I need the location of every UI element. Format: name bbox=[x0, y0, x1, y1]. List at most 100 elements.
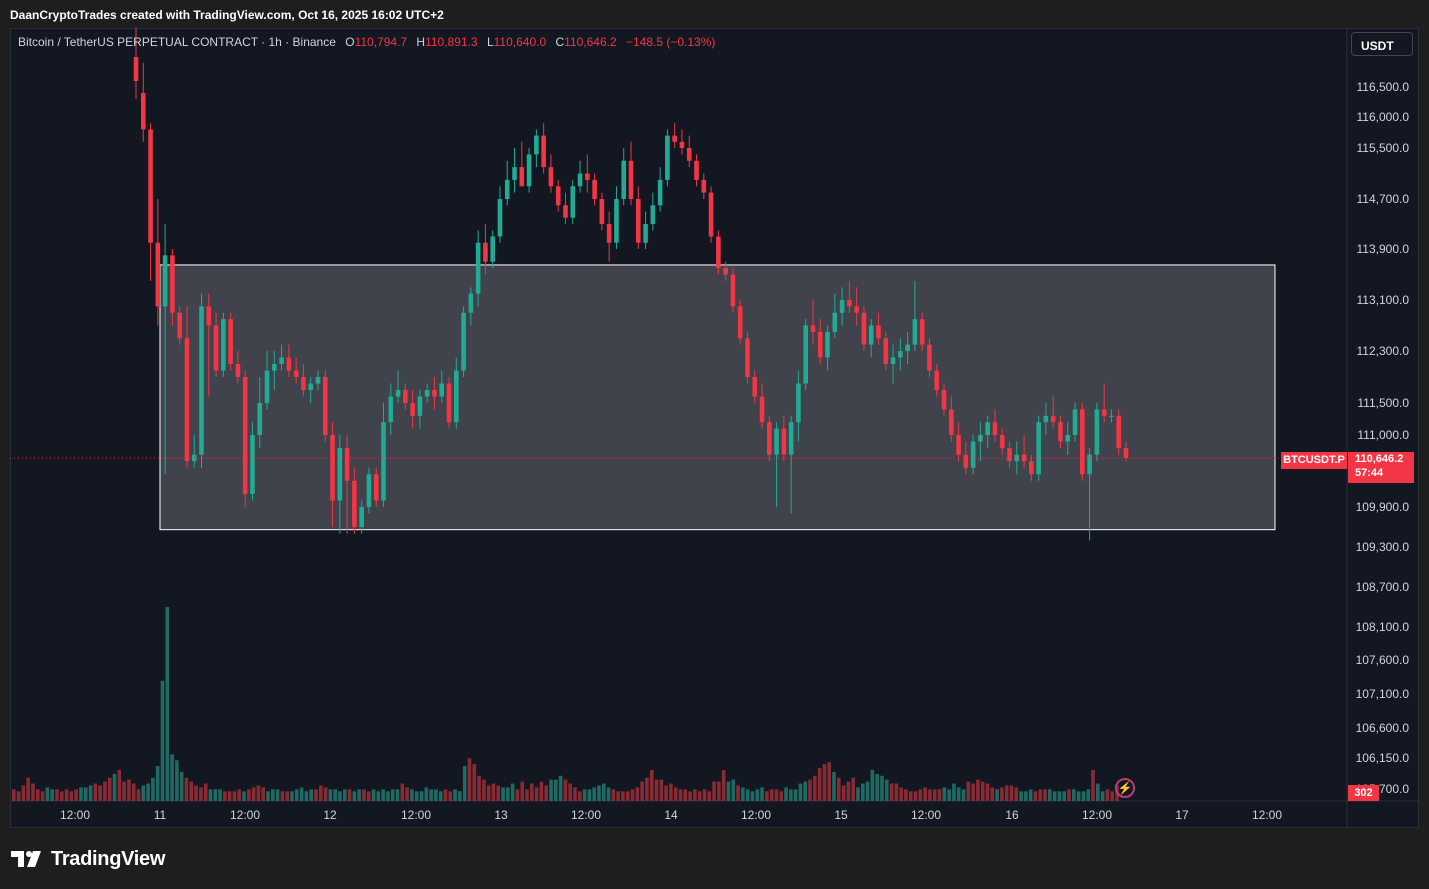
candle-body bbox=[563, 205, 568, 218]
candle-body bbox=[206, 306, 212, 326]
volume-bar bbox=[1014, 787, 1019, 801]
candle-body bbox=[999, 435, 1005, 449]
volume-bar bbox=[127, 779, 131, 801]
candle-body bbox=[1050, 415, 1056, 423]
candle-body bbox=[941, 390, 947, 410]
candle-body bbox=[184, 338, 190, 462]
candle-body bbox=[468, 293, 474, 313]
volume-bar bbox=[990, 787, 995, 801]
candle-body bbox=[635, 199, 641, 243]
volume-bar bbox=[304, 791, 309, 801]
candle-body bbox=[796, 383, 801, 423]
volume-bar bbox=[913, 791, 918, 801]
volume-bar bbox=[568, 783, 572, 801]
volume-bar bbox=[937, 789, 942, 801]
volume-bar bbox=[961, 789, 966, 801]
candle-body bbox=[228, 319, 233, 364]
volume-bar bbox=[1043, 789, 1047, 801]
candle-body bbox=[817, 331, 823, 358]
candle-body bbox=[213, 325, 219, 371]
volume-bar bbox=[856, 787, 860, 801]
volume-bar bbox=[932, 789, 937, 801]
candle-body bbox=[854, 306, 859, 313]
candle-body bbox=[847, 300, 852, 307]
volume-bar bbox=[841, 785, 846, 801]
volume-bar bbox=[678, 789, 683, 801]
volume-bar bbox=[237, 789, 242, 801]
candle-body bbox=[759, 396, 765, 423]
tradingview-logo[interactable]: TradingView bbox=[11, 847, 165, 871]
volume-bar bbox=[472, 764, 477, 801]
volume-bar bbox=[107, 777, 112, 801]
volume-bar bbox=[208, 789, 213, 801]
volume-bar bbox=[414, 791, 419, 801]
candle-body bbox=[264, 370, 270, 403]
volume-bar bbox=[256, 785, 261, 801]
candle-body bbox=[839, 300, 845, 313]
candle-body bbox=[337, 448, 343, 501]
volume-bar bbox=[199, 787, 203, 801]
candle-body bbox=[1072, 409, 1078, 435]
volume-bar bbox=[203, 783, 208, 801]
volume-bar bbox=[448, 791, 453, 801]
low-value: 110,640.0 bbox=[493, 35, 547, 49]
price-tick-label: 114,700.0 bbox=[1357, 192, 1410, 206]
currency-button[interactable]: USDT bbox=[1351, 32, 1413, 56]
time-tick-label: 14 bbox=[664, 808, 678, 822]
volume-bar bbox=[1091, 769, 1095, 801]
volume-bar bbox=[549, 779, 553, 801]
price-tick-label: 109,900.0 bbox=[1356, 500, 1410, 514]
volume-bar bbox=[1038, 789, 1043, 801]
volume-bar bbox=[213, 789, 218, 801]
volume-bar bbox=[223, 791, 227, 801]
price-tick-label: 109,300.0 bbox=[1356, 540, 1410, 554]
volume-bar bbox=[592, 787, 596, 801]
volume-bar bbox=[64, 789, 69, 801]
volume-bar bbox=[1057, 791, 1062, 801]
time-tick-label: 12:00 bbox=[401, 808, 431, 822]
volume-bar bbox=[755, 789, 760, 801]
volume-bar bbox=[333, 789, 337, 801]
candle-body bbox=[643, 224, 648, 243]
candle-body bbox=[1116, 415, 1122, 449]
candle-body bbox=[686, 148, 692, 161]
volume-bar bbox=[813, 775, 817, 801]
volume-bar bbox=[606, 787, 611, 801]
candle-body bbox=[1094, 409, 1100, 455]
volume-bar bbox=[170, 754, 174, 801]
volume-bar bbox=[870, 769, 875, 801]
low-label: L bbox=[486, 35, 494, 49]
change-value: −148.5 (−0.13%) bbox=[625, 35, 716, 49]
volume-bar bbox=[534, 787, 539, 801]
volume-bar bbox=[294, 789, 299, 801]
candle-body bbox=[555, 186, 561, 206]
volume-bar bbox=[976, 779, 980, 801]
candle-body bbox=[868, 325, 874, 345]
volume-bar bbox=[683, 789, 688, 801]
candle-body bbox=[490, 236, 495, 262]
time-tick-label: 12:00 bbox=[571, 808, 601, 822]
price-axis[interactable]: 116,500.0 116,000.0 115,500.0 114,700.0 113,… bbox=[1356, 80, 1410, 796]
volume-bar bbox=[597, 785, 601, 801]
volume-bar bbox=[1024, 791, 1028, 801]
candle-layer bbox=[133, 28, 1129, 541]
symbol-name[interactable]: Bitcoin / TetherUS PERPETUAL CONTRACT · … bbox=[18, 35, 336, 49]
candle-body bbox=[366, 474, 372, 507]
volume-bar bbox=[323, 787, 328, 801]
time-axis[interactable]: 12:00 11 12:00 12 12:00 13 12:00 14 12:00 15 12:00… bbox=[60, 808, 1282, 822]
volume-bar bbox=[860, 783, 865, 801]
bolt-icon[interactable]: ⚡ bbox=[1115, 778, 1135, 798]
volume-bar bbox=[789, 789, 793, 801]
candle-body bbox=[665, 135, 670, 180]
volume-bar bbox=[506, 787, 510, 801]
volume-bar bbox=[649, 769, 654, 801]
high-value: 110,891.3 bbox=[425, 35, 478, 49]
volume-bar bbox=[980, 781, 985, 801]
candle-body bbox=[890, 357, 896, 364]
time-tick-label: 15 bbox=[834, 808, 848, 822]
volume-bar bbox=[55, 789, 59, 801]
time-tick-label: 12:00 bbox=[1082, 808, 1112, 822]
candle-body bbox=[861, 312, 867, 345]
volume-bar bbox=[673, 787, 678, 801]
